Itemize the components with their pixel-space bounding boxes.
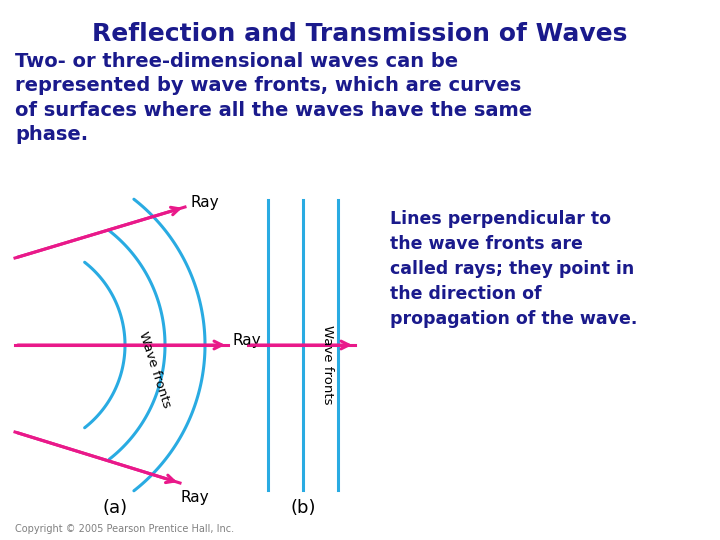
Text: (b): (b) (290, 499, 316, 517)
Text: Wave fronts: Wave fronts (322, 325, 335, 405)
Text: Lines perpendicular to
the wave fronts are
called rays; they point in
the direct: Lines perpendicular to the wave fronts a… (390, 210, 637, 328)
Text: Ray: Ray (190, 194, 219, 210)
Text: Two- or three-dimensional waves can be
represented by wave fronts, which are cur: Two- or three-dimensional waves can be r… (15, 52, 532, 144)
Text: Wave fronts: Wave fronts (137, 330, 174, 410)
Text: Copyright © 2005 Pearson Prentice Hall, Inc.: Copyright © 2005 Pearson Prentice Hall, … (15, 524, 234, 534)
Text: (a): (a) (102, 499, 127, 517)
Text: Reflection and Transmission of Waves: Reflection and Transmission of Waves (92, 22, 628, 46)
Text: Ray: Ray (180, 490, 209, 505)
Text: Ray: Ray (233, 333, 261, 348)
